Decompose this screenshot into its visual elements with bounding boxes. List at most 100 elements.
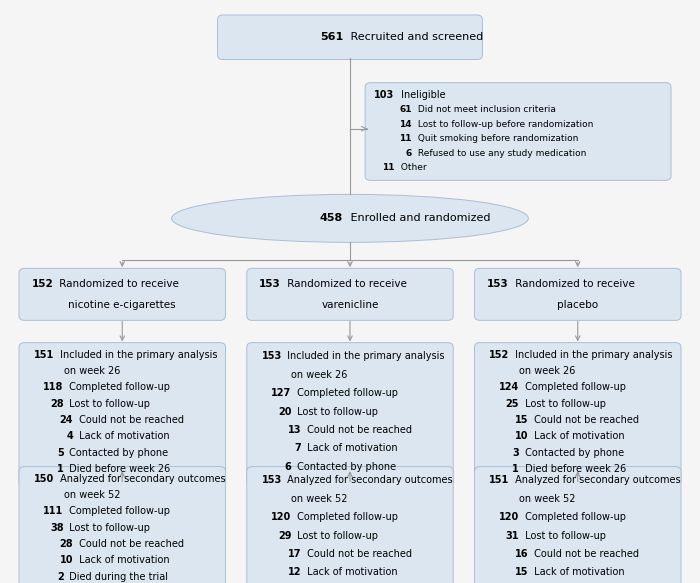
Text: 24: 24 xyxy=(60,415,74,425)
Text: Lack of motivation: Lack of motivation xyxy=(76,431,169,441)
Text: Could not be reached: Could not be reached xyxy=(304,549,412,559)
Text: 31: 31 xyxy=(505,531,519,540)
Text: Lack of motivation: Lack of motivation xyxy=(304,567,398,577)
Text: 5: 5 xyxy=(57,448,64,458)
Text: Lost to follow-up before randomization: Lost to follow-up before randomization xyxy=(415,120,594,129)
FancyBboxPatch shape xyxy=(475,466,681,583)
Text: on week 52: on week 52 xyxy=(64,490,120,500)
Text: 151: 151 xyxy=(489,475,510,485)
Text: 7: 7 xyxy=(294,444,301,454)
Text: 14: 14 xyxy=(399,120,412,129)
Text: Contacted by phone: Contacted by phone xyxy=(522,448,624,458)
Text: varenicline: varenicline xyxy=(321,300,379,310)
Text: Completed follow-up: Completed follow-up xyxy=(294,512,398,522)
Text: on week 52: on week 52 xyxy=(291,494,348,504)
Text: Enrolled and randomized: Enrolled and randomized xyxy=(346,213,490,223)
Text: 38: 38 xyxy=(50,523,64,533)
Text: 120: 120 xyxy=(271,512,291,522)
Text: Lost to follow-up: Lost to follow-up xyxy=(522,399,606,409)
Text: 15: 15 xyxy=(515,567,528,577)
Text: 28: 28 xyxy=(50,399,64,409)
Text: 1: 1 xyxy=(57,464,64,474)
Text: Analyzed for secondary outcomes: Analyzed for secondary outcomes xyxy=(57,474,225,484)
Text: Other: Other xyxy=(398,163,426,173)
FancyBboxPatch shape xyxy=(19,466,225,583)
Text: Refused to use any study medication: Refused to use any study medication xyxy=(415,149,587,158)
Text: Died before week 26: Died before week 26 xyxy=(522,464,626,474)
Text: 152: 152 xyxy=(489,350,510,360)
Text: 561: 561 xyxy=(320,32,343,42)
Text: Completed follow-up: Completed follow-up xyxy=(522,382,626,392)
FancyBboxPatch shape xyxy=(247,268,453,320)
Text: 153: 153 xyxy=(262,475,281,485)
Text: 2: 2 xyxy=(57,571,64,582)
Text: Completed follow-up: Completed follow-up xyxy=(66,382,170,392)
Text: 153: 153 xyxy=(259,279,281,289)
Text: Included in the primary analysis: Included in the primary analysis xyxy=(57,350,217,360)
Text: 6: 6 xyxy=(285,462,291,472)
Text: 3: 3 xyxy=(512,448,519,458)
Text: Randomized to receive: Randomized to receive xyxy=(56,279,179,289)
Text: 118: 118 xyxy=(43,382,64,392)
Text: 6: 6 xyxy=(405,149,412,158)
FancyBboxPatch shape xyxy=(19,343,225,486)
FancyBboxPatch shape xyxy=(247,466,453,583)
FancyBboxPatch shape xyxy=(475,268,681,320)
Text: 151: 151 xyxy=(34,350,54,360)
Text: Could not be reached: Could not be reached xyxy=(76,415,184,425)
Text: 15: 15 xyxy=(515,415,528,425)
FancyBboxPatch shape xyxy=(475,343,681,486)
Text: 17: 17 xyxy=(288,549,301,559)
Text: on week 26: on week 26 xyxy=(64,366,120,376)
Ellipse shape xyxy=(172,194,528,243)
Text: Lost to follow-up: Lost to follow-up xyxy=(294,406,378,417)
FancyBboxPatch shape xyxy=(247,343,453,486)
Text: 103: 103 xyxy=(374,90,395,100)
Text: Could not be reached: Could not be reached xyxy=(531,415,639,425)
Text: 13: 13 xyxy=(288,425,301,435)
Text: Lack of motivation: Lack of motivation xyxy=(304,444,398,454)
Text: Died during the trial: Died during the trial xyxy=(66,571,168,582)
Text: 111: 111 xyxy=(43,507,64,517)
Text: Lack of motivation: Lack of motivation xyxy=(531,567,625,577)
Text: Contacted by phone: Contacted by phone xyxy=(294,462,396,472)
Text: Completed follow-up: Completed follow-up xyxy=(66,507,170,517)
Text: Lost to follow-up: Lost to follow-up xyxy=(66,523,150,533)
Text: 25: 25 xyxy=(505,399,519,409)
Text: Could not be reached: Could not be reached xyxy=(531,549,639,559)
Text: Analyzed for secondary outcomes: Analyzed for secondary outcomes xyxy=(512,475,681,485)
Text: 11: 11 xyxy=(399,134,412,143)
Text: 124: 124 xyxy=(499,382,519,392)
Text: Randomized to receive: Randomized to receive xyxy=(284,279,407,289)
Text: 127: 127 xyxy=(271,388,291,398)
Text: Ineligible: Ineligible xyxy=(398,90,446,100)
Text: 458: 458 xyxy=(320,213,343,223)
FancyBboxPatch shape xyxy=(365,83,671,180)
Text: 20: 20 xyxy=(278,406,291,417)
Text: Analyzed for secondary outcomes: Analyzed for secondary outcomes xyxy=(284,475,453,485)
Text: Lack of motivation: Lack of motivation xyxy=(76,555,169,566)
Text: 11: 11 xyxy=(382,163,395,173)
Text: Completed follow-up: Completed follow-up xyxy=(294,388,398,398)
Text: Lost to follow-up: Lost to follow-up xyxy=(294,531,378,540)
Text: Lost to follow-up: Lost to follow-up xyxy=(66,399,150,409)
Text: 150: 150 xyxy=(34,474,54,484)
Text: Did not meet inclusion criteria: Did not meet inclusion criteria xyxy=(415,106,556,114)
Text: 10: 10 xyxy=(515,431,528,441)
FancyBboxPatch shape xyxy=(19,268,225,320)
Text: Included in the primary analysis: Included in the primary analysis xyxy=(284,352,445,361)
FancyBboxPatch shape xyxy=(218,15,482,59)
Text: 153: 153 xyxy=(262,352,281,361)
Text: 120: 120 xyxy=(499,512,519,522)
Text: Quit smoking before randomization: Quit smoking before randomization xyxy=(415,134,578,143)
Text: Died before week 26: Died before week 26 xyxy=(66,464,171,474)
Text: 29: 29 xyxy=(278,531,291,540)
Text: Lost to follow-up: Lost to follow-up xyxy=(522,531,606,540)
Text: 10: 10 xyxy=(60,555,74,566)
Text: placebo: placebo xyxy=(557,300,598,310)
Text: Could not be reached: Could not be reached xyxy=(304,425,412,435)
Text: Recruited and screened: Recruited and screened xyxy=(346,32,483,42)
Text: 61: 61 xyxy=(399,106,412,114)
Text: on week 52: on week 52 xyxy=(519,494,575,504)
Text: Contacted by phone: Contacted by phone xyxy=(66,448,169,458)
